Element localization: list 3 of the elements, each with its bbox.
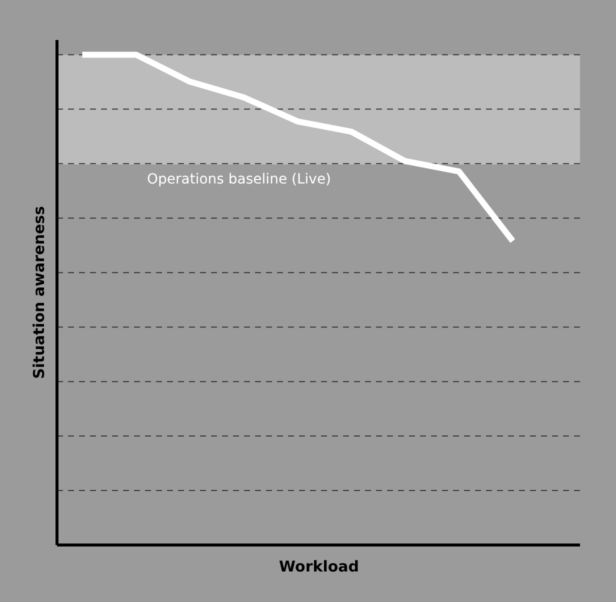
x-axis-title: Workload	[279, 558, 359, 576]
band-label: Operations baseline (Live)	[147, 172, 332, 188]
y-axis-title: Situation awareness	[30, 206, 48, 379]
